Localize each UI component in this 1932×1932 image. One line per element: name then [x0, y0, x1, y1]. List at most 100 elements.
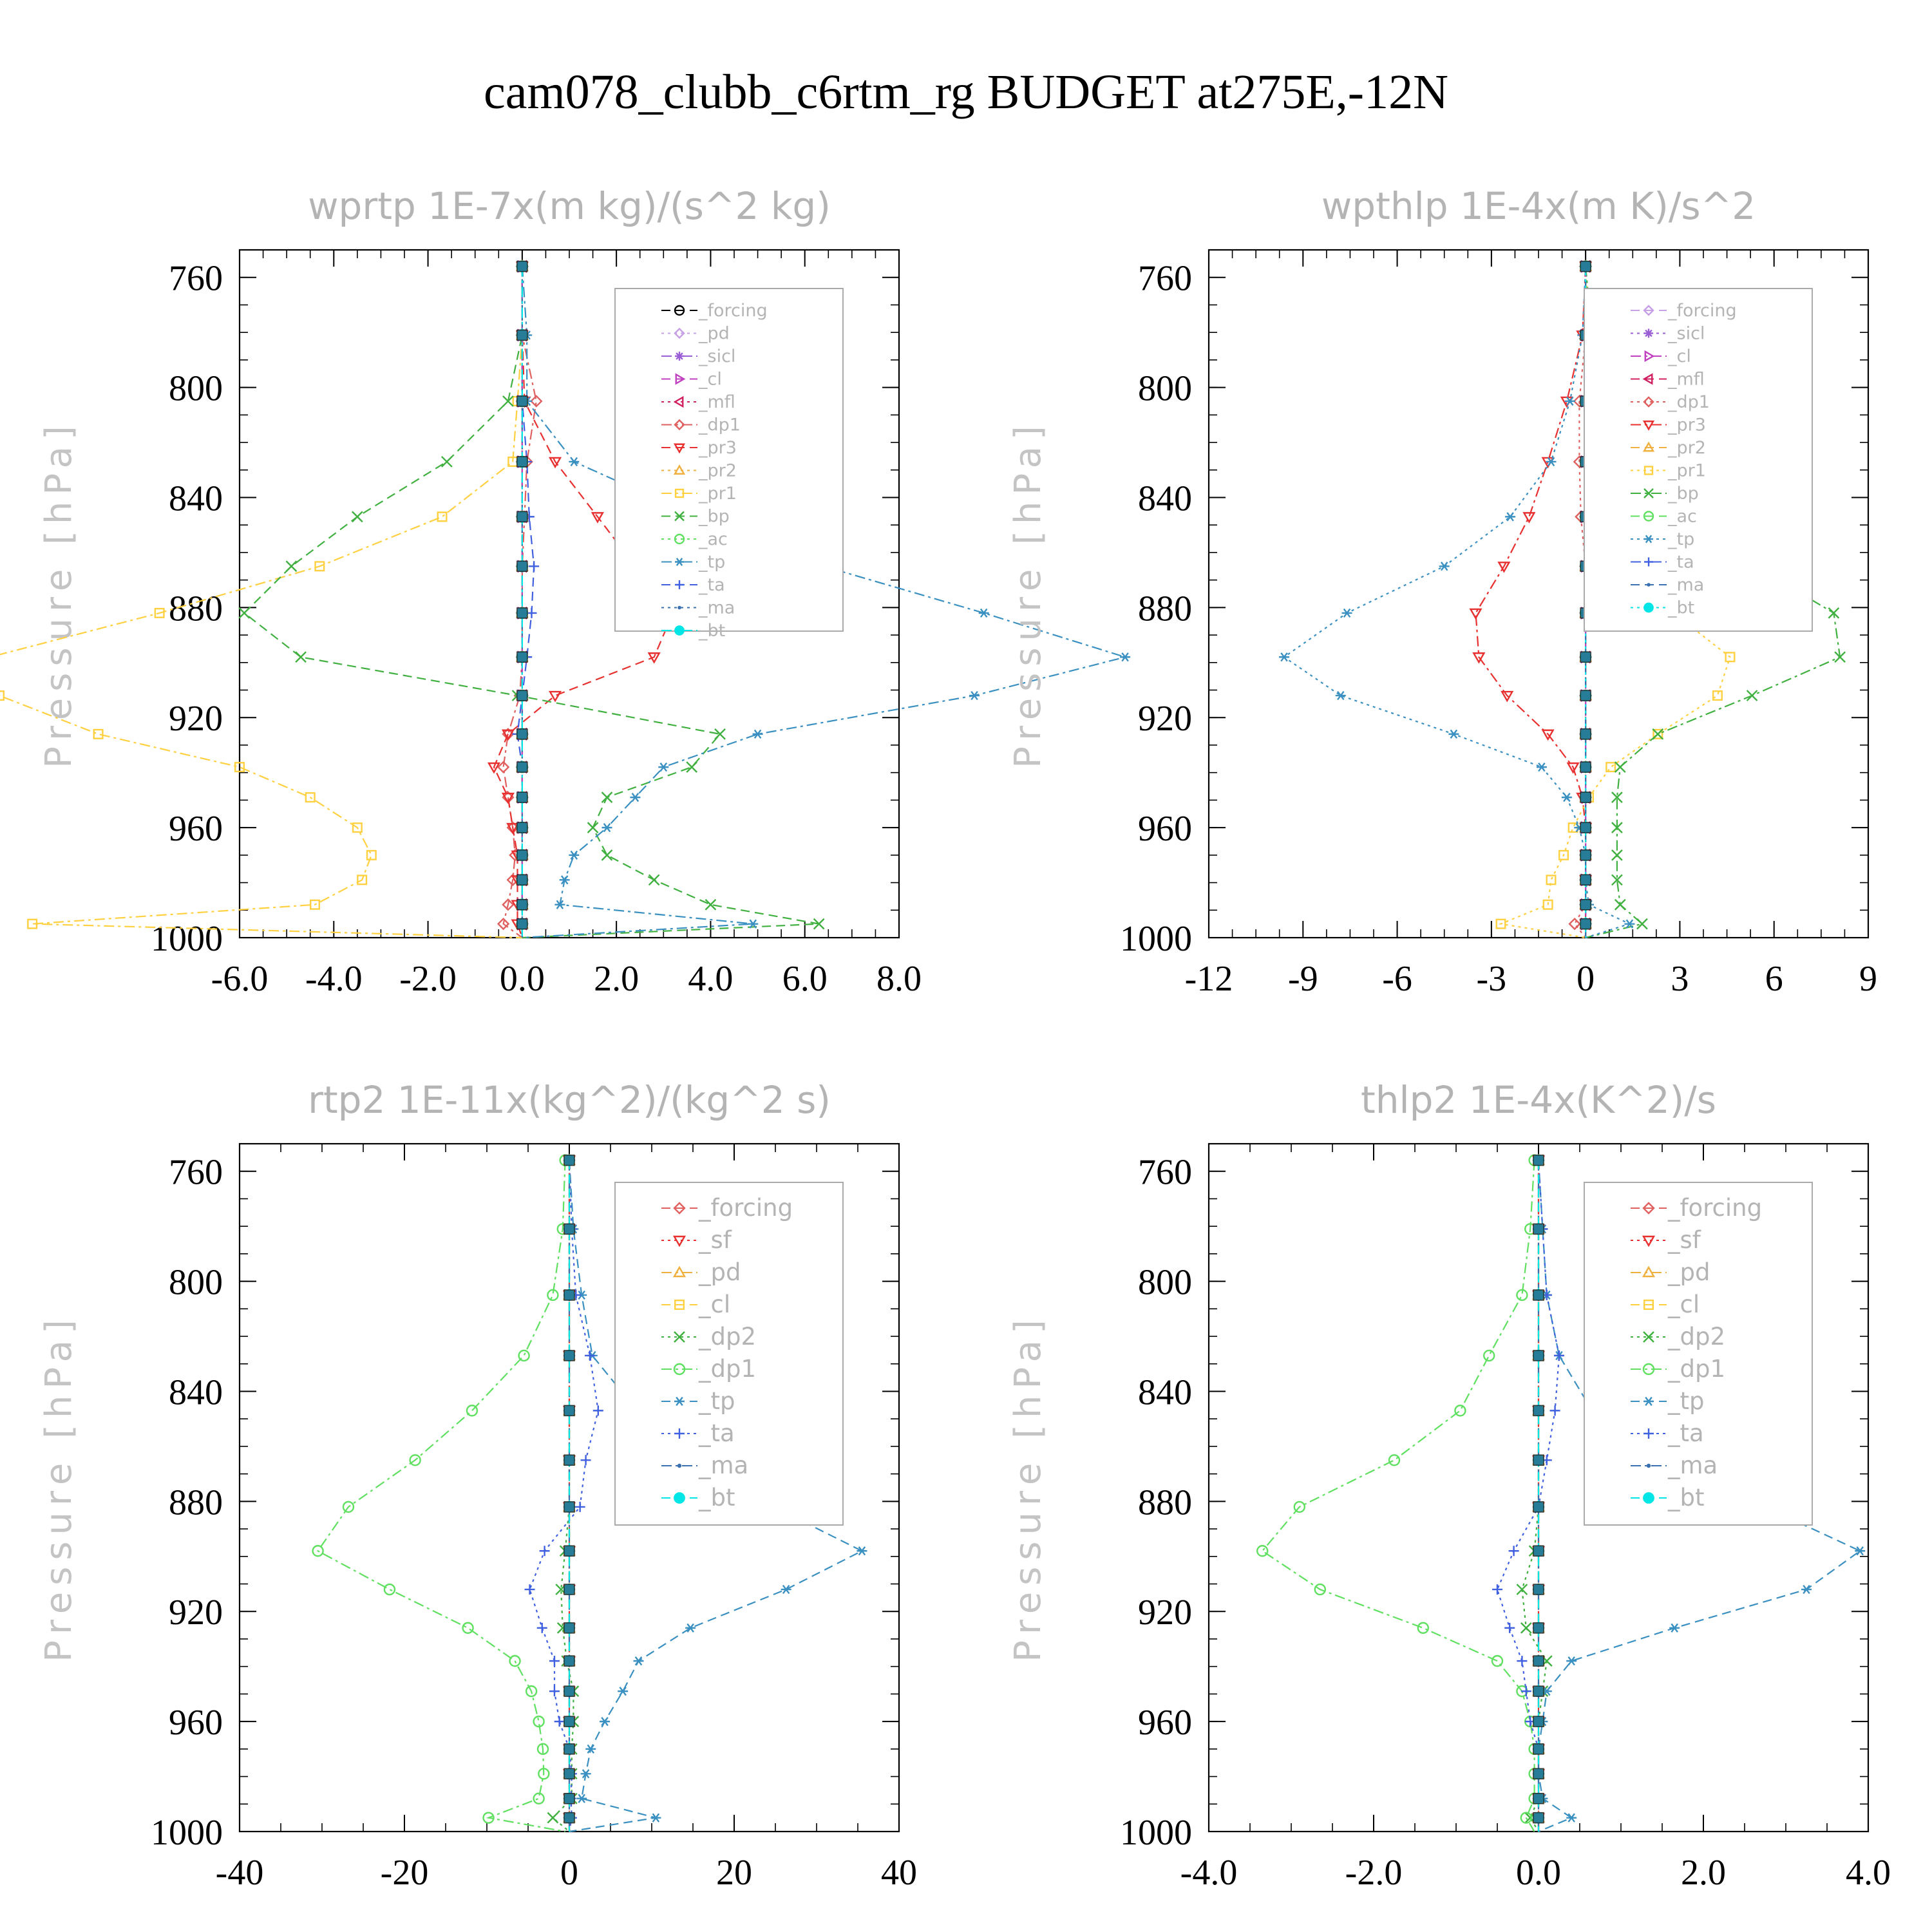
legend-label: _pr3 — [1667, 415, 1706, 435]
legend-entry-ac: _ac — [1631, 507, 1697, 527]
data-point — [1279, 652, 1290, 662]
data-point — [591, 512, 604, 524]
data-point — [1568, 917, 1581, 931]
data-point — [27, 918, 38, 929]
data-point — [1669, 1623, 1680, 1633]
y-tick-label: 760 — [169, 259, 223, 299]
series-dp1 — [312, 1154, 571, 1833]
legend-label: _dp1 — [1667, 1355, 1725, 1383]
legend-label: _ta — [1667, 1419, 1704, 1447]
data-point — [1482, 1349, 1495, 1362]
legend-label: _tp — [1667, 529, 1694, 549]
y-tick-label: 920 — [1138, 699, 1192, 739]
data-point — [1546, 875, 1557, 886]
data-point — [516, 456, 528, 468]
data-point — [154, 607, 165, 618]
data-point — [1256, 1545, 1269, 1557]
data-point — [234, 762, 245, 773]
data-point — [564, 1545, 575, 1557]
legend-entry-bt: _bt — [1631, 1484, 1705, 1511]
panel-title: thlp2 1E-4x(K^2)/s — [1361, 1078, 1716, 1122]
data-point — [1566, 1813, 1577, 1823]
data-point — [342, 1501, 355, 1513]
data-point — [502, 898, 515, 911]
data-point — [1614, 898, 1626, 911]
data-point — [1495, 918, 1506, 929]
legend-entry-dp2: _dp2 — [1631, 1323, 1725, 1350]
x-tick-label: 0.0 — [1516, 1853, 1561, 1893]
legend-entry-bt: _bt — [661, 1484, 735, 1511]
legend-entry-pd: _pd — [1631, 1258, 1710, 1286]
data-point — [564, 1454, 575, 1466]
data-point — [285, 560, 298, 573]
legend-entry-ta: _ta — [1631, 1419, 1704, 1447]
legend-entry-pr3: _pr3 — [1631, 415, 1706, 435]
series-ta — [524, 1155, 603, 1832]
y-tick-label: 840 — [1138, 1372, 1192, 1412]
series-bt — [1533, 1154, 1544, 1832]
legend-label: _dp2 — [1667, 1323, 1725, 1350]
data-point — [685, 1623, 696, 1633]
y-tick-label: 840 — [169, 1372, 223, 1412]
data-point — [1801, 1584, 1812, 1595]
data-point — [658, 762, 669, 772]
data-point — [310, 899, 321, 910]
legend-label: _pr3 — [698, 438, 737, 458]
y-tick-label: 800 — [169, 369, 223, 409]
data-point — [1492, 1584, 1502, 1595]
data-point — [1533, 1792, 1544, 1804]
data-point — [516, 395, 528, 407]
y-tick-label: 880 — [169, 1482, 223, 1522]
data-point — [516, 761, 528, 773]
legend-label: _dp1 — [698, 1355, 756, 1383]
data-point — [554, 900, 565, 909]
data-point — [1580, 728, 1591, 740]
chart-panel-4: thlp2 1E-4x(K^2)/s Pressure [hPa] -4.0 -2.0… — [1007, 1078, 1891, 1893]
data-point — [516, 822, 528, 833]
legend-label: _cl — [1667, 1291, 1700, 1318]
data-point — [530, 395, 543, 408]
data-point — [305, 792, 316, 803]
series-dp1 — [1256, 1154, 1540, 1832]
data-point — [1293, 1501, 1306, 1513]
legend-entry-dp1: _dp1 — [661, 1355, 756, 1383]
data-point — [1516, 1584, 1528, 1595]
data-point — [466, 1405, 478, 1417]
data-point — [564, 1743, 575, 1755]
series-line — [1261, 1160, 1535, 1832]
legend-label: _pr2 — [1667, 438, 1706, 458]
y-tick-label: 960 — [169, 809, 223, 849]
legend-entry-forcing: _forcing — [1631, 301, 1737, 321]
panel-title: rtp2 1E-11x(kg^2)/(kg^2 s) — [308, 1078, 831, 1122]
x-tick-label: 9 — [1859, 959, 1877, 999]
data-point — [564, 1622, 575, 1634]
data-point — [1611, 849, 1623, 861]
data-point — [1580, 651, 1591, 663]
data-point — [1335, 690, 1346, 701]
data-point — [509, 1654, 521, 1667]
data-point — [516, 651, 528, 663]
legend-box — [614, 288, 844, 632]
data-point — [516, 918, 528, 930]
y-tick-label: 760 — [1138, 1153, 1192, 1193]
data-point — [1580, 761, 1591, 773]
legend-entry-cl: _cl — [1631, 346, 1691, 366]
data-point — [585, 1350, 595, 1361]
data-point — [538, 1768, 550, 1780]
y-tick-label: 1000 — [151, 919, 223, 959]
legend-label: _dp1 — [698, 415, 741, 435]
series-bt — [564, 1154, 575, 1832]
data-point — [569, 457, 580, 467]
data-point — [1520, 1812, 1533, 1824]
data-point — [601, 823, 612, 833]
data-point — [1725, 652, 1736, 663]
series-line — [521, 266, 1128, 939]
data-point — [618, 1687, 629, 1696]
data-point — [1558, 849, 1569, 860]
data-point — [600, 1717, 611, 1727]
series-line — [568, 1160, 864, 1833]
legend-entry-ma: _ma — [661, 598, 735, 618]
panel-title: wprtp 1E-7x(m kg)/(s^2 kg) — [308, 184, 831, 228]
figure-title: cam078_clubb_c6rtm_rg BUDGET at275E,-12N — [484, 65, 1448, 119]
